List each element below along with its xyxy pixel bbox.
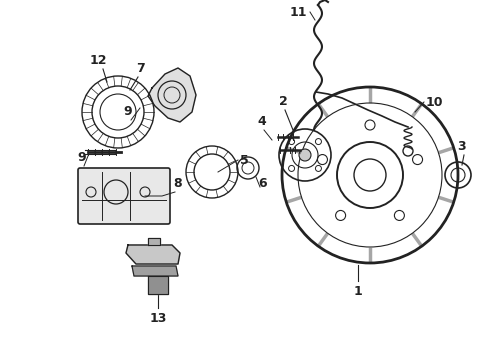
Text: 10: 10 (426, 95, 443, 108)
Text: 9: 9 (123, 105, 132, 118)
Text: 3: 3 (458, 140, 466, 153)
Polygon shape (132, 266, 178, 276)
Text: 8: 8 (173, 177, 182, 190)
Text: 13: 13 (149, 312, 167, 325)
Text: 6: 6 (259, 177, 268, 190)
Circle shape (299, 149, 311, 161)
Polygon shape (148, 276, 168, 294)
Text: 9: 9 (78, 151, 86, 164)
Text: 7: 7 (136, 62, 145, 75)
Text: 1: 1 (354, 285, 363, 298)
Text: 12: 12 (89, 54, 107, 67)
Text: 4: 4 (258, 115, 267, 128)
Text: 5: 5 (240, 153, 249, 166)
Polygon shape (148, 238, 160, 245)
Polygon shape (148, 68, 196, 122)
Text: 11: 11 (290, 5, 307, 18)
Polygon shape (126, 245, 180, 264)
FancyBboxPatch shape (78, 168, 170, 224)
Text: 2: 2 (279, 95, 287, 108)
